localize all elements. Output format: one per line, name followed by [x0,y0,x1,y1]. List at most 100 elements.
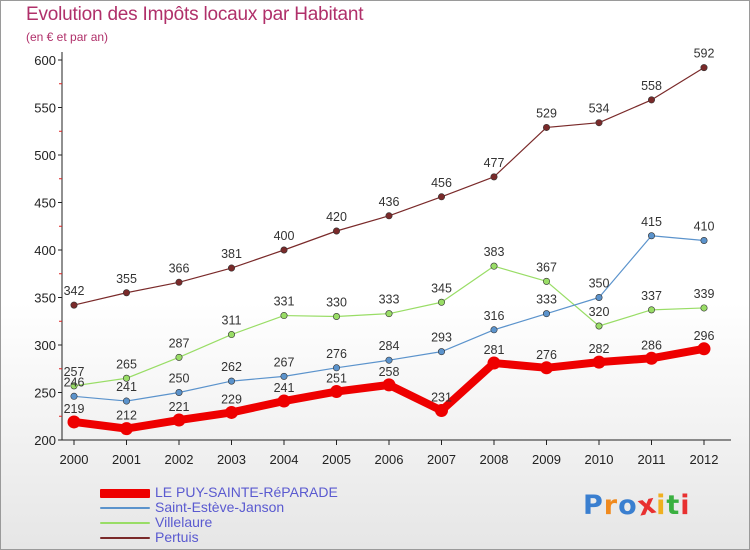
legend-label: Saint-Estève-Janson [155,499,285,515]
data-label: 281 [484,343,505,357]
data-point [385,310,393,318]
x-tick-label: 2000 [60,452,89,467]
data-point [175,278,183,286]
logo-letter: r [603,490,619,521]
data-label: 339 [694,287,715,301]
data-label: 331 [274,295,295,309]
legend-swatch [100,488,150,498]
data-label: 284 [379,339,400,353]
data-point [330,385,343,399]
data-label: 257 [64,365,85,379]
data-label: 366 [169,261,190,275]
data-label: 534 [589,102,610,116]
x-tick-label: 2002 [165,452,194,467]
data-label: 400 [274,229,295,243]
data-point [437,298,445,306]
data-label: 221 [169,400,190,414]
data-label: 241 [116,380,137,394]
data-point [123,289,131,297]
legend-swatch [100,522,150,524]
data-label: 265 [116,357,137,371]
data-point [228,264,236,272]
data-point [490,173,498,181]
x-tick-label: 2008 [480,452,509,467]
data-label: 276 [326,347,347,361]
y-tick-label: 300 [34,338,56,353]
data-label: 415 [641,215,662,229]
data-point [382,378,396,392]
data-label: 250 [169,372,190,386]
data-point [595,119,603,127]
data-point [332,227,340,235]
x-tick-label: 2007 [427,452,456,467]
data-point [280,372,288,380]
data-point [332,364,340,372]
data-point [592,355,606,369]
data-label: 212 [116,409,137,423]
y-tick-label: 400 [34,243,56,258]
y-tick-label: 500 [34,148,56,163]
data-point [595,322,603,330]
data-point [700,64,708,72]
data-point [647,96,655,104]
data-point [70,301,78,309]
data-label: 316 [484,309,505,323]
data-point [647,232,655,240]
data-label: 456 [431,176,452,190]
data-point [70,392,78,400]
data-point [435,404,448,418]
legend-swatch [100,507,150,509]
data-label: 276 [536,348,557,362]
data-label: 262 [221,360,242,374]
x-tick-label: 2005 [322,452,351,467]
data-point [700,237,708,245]
data-point [120,422,133,436]
data-point [540,361,553,375]
data-label: 529 [536,106,557,120]
data-label: 436 [379,195,400,209]
data-label: 219 [64,402,85,416]
legend-label: Pertuis [155,529,199,545]
data-label: 337 [641,289,662,303]
proxiti-logo: Proxiti [583,488,691,522]
data-label: 311 [222,314,242,328]
y-tick-label: 250 [34,386,56,401]
data-point [225,405,238,419]
logo-letter: i [656,490,667,521]
data-point [228,377,236,385]
data-label: 592 [694,47,715,61]
data-point [487,356,501,370]
y-tick-label: 550 [34,101,56,116]
data-point [437,348,445,356]
data-point [172,413,186,427]
data-point [280,312,288,320]
x-tick-label: 2011 [638,452,666,467]
data-label: 558 [641,79,662,93]
data-point [385,212,393,220]
data-label: 367 [536,260,557,274]
data-label: 282 [589,342,610,356]
data-point [280,246,288,254]
legend-swatch [100,537,150,539]
data-label: 345 [431,281,452,295]
x-tick-label: 2012 [690,452,719,467]
data-point [332,312,340,320]
x-tick-label: 2009 [532,452,561,467]
data-label: 381 [221,247,242,261]
data-label: 330 [326,296,347,310]
y-tick-label: 200 [34,433,56,448]
logo-letter: o [618,490,638,521]
data-label: 241 [274,381,295,395]
data-point [67,415,81,429]
chart-subtitle: (en € et par an) [26,30,109,44]
data-point [123,374,131,382]
data-label: 410 [694,220,715,234]
data-label: 246 [64,375,85,389]
data-label: 296 [694,329,715,343]
data-label: 477 [484,156,505,170]
y-tick-label: 600 [34,53,56,68]
data-label: 320 [589,305,610,319]
chart-title: Evolution des Impôts locaux par Habitant [26,4,364,25]
logo-letter: P [583,490,604,521]
